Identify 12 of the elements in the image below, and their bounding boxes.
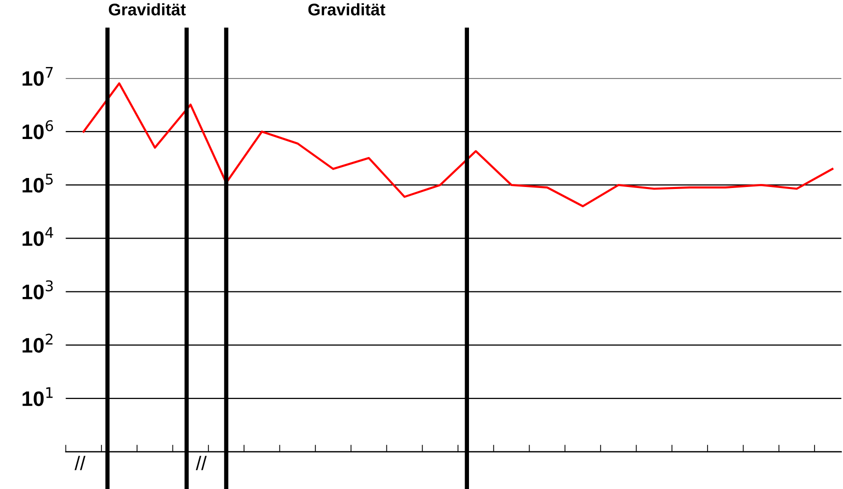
text: Gravidität (108, 3, 186, 16)
y-tick-label: 10$^{1}$ (22, 387, 53, 406)
text: // (196, 456, 207, 470)
y-tick-label: 10$^{6}$ (22, 120, 54, 140)
y-tick-label: 10$^{3}$ (22, 280, 53, 300)
text: // (74, 456, 86, 470)
line-series (82, 82, 834, 208)
y-tick-label: 10$^{7}$ (22, 67, 53, 86)
y-tick-label: 10$^{5}$ (22, 174, 53, 193)
text: Gravidität (308, 3, 386, 16)
y-tick-label: 10$^{4}$ (22, 227, 54, 246)
y-tick-label: 10$^{2}$ (22, 334, 52, 353)
